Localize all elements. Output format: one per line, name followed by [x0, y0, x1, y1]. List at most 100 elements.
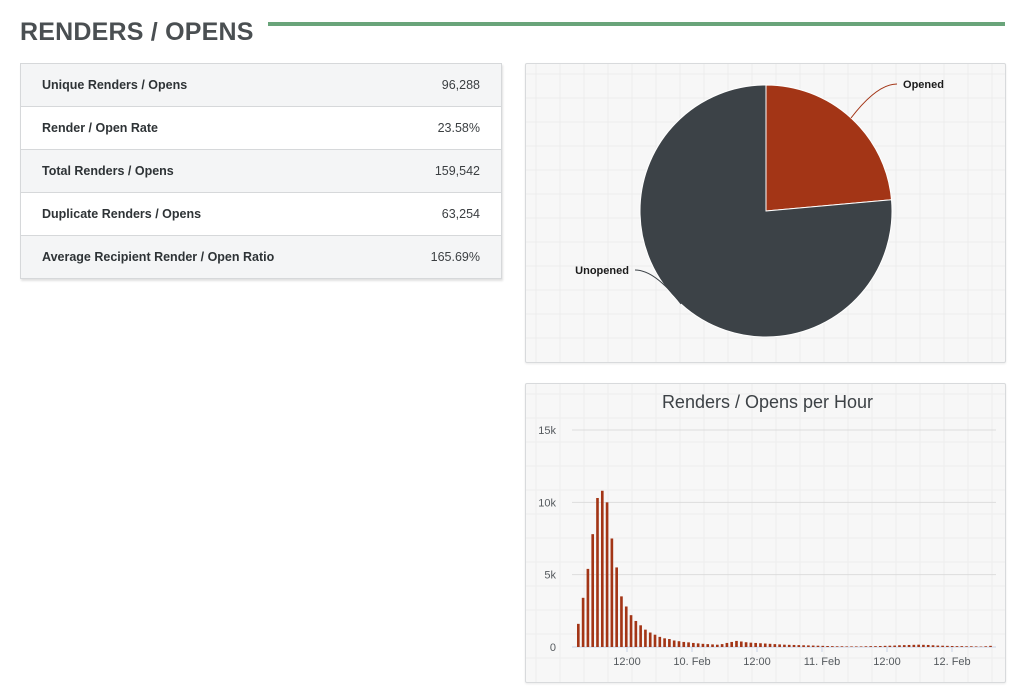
bar: [620, 596, 623, 647]
bar: [749, 642, 753, 647]
bar: [955, 646, 959, 647]
bar: [970, 646, 973, 647]
bar: [807, 645, 810, 647]
pie-connector-unopened: [634, 269, 682, 305]
bar: [984, 646, 988, 647]
stat-value: 23.58%: [437, 121, 480, 135]
bar: [835, 646, 839, 647]
y-tick-label: 5k: [544, 570, 556, 582]
stats-row-unique-renders: Unique Renders / Opens 96,288: [21, 64, 501, 107]
stat-label: Unique Renders / Opens: [42, 78, 188, 92]
y-tick-label: 15k: [538, 425, 556, 437]
bar: [716, 644, 719, 647]
stat-label: Render / Open Rate: [42, 121, 158, 135]
bar: [936, 645, 940, 647]
bar: [869, 646, 873, 647]
bar: [668, 639, 671, 647]
bar: [878, 645, 882, 647]
bar: [792, 644, 796, 647]
bar: [735, 640, 738, 647]
bar: [763, 643, 767, 647]
pie-chart: Opened Unopened: [526, 64, 1005, 362]
bar: [831, 646, 834, 647]
stat-label: Average Recipient Render / Open Ratio: [42, 250, 275, 264]
bar: [845, 646, 849, 647]
bar-chart-panel: Renders / Opens per Hour 0 5k 10k 15k 12:00…: [525, 383, 1006, 683]
bar: [720, 644, 724, 647]
bar: [797, 645, 801, 647]
bar: [730, 641, 734, 647]
bar: [941, 645, 944, 647]
bar: [989, 645, 992, 647]
bar: [850, 646, 853, 647]
bar: [648, 632, 652, 647]
bar: [672, 640, 676, 647]
chart-title: Renders / Opens per Hour: [662, 392, 873, 412]
stats-row-open-rate: Render / Open Rate 23.58%: [21, 107, 501, 150]
bar: [946, 645, 949, 647]
pie-slice-opened: [765, 84, 893, 212]
bar: [577, 623, 580, 647]
bar: [725, 642, 729, 647]
bar: [965, 646, 968, 647]
stat-label: Duplicate Renders / Opens: [42, 207, 202, 221]
bar: [816, 645, 820, 647]
bar: [802, 645, 805, 647]
bar: [960, 646, 964, 647]
bar: [917, 644, 920, 647]
bar: [677, 641, 681, 647]
y-tick-label: 0: [550, 642, 556, 654]
bar: [893, 645, 896, 647]
stats-table: Unique Renders / Opens 96,288 Render / O…: [20, 63, 502, 279]
bar: [701, 643, 705, 647]
pie-label-unopened: Unopened: [575, 265, 629, 277]
bar: [711, 644, 714, 647]
bar: [687, 642, 690, 647]
stat-value: 63,254: [441, 207, 480, 221]
bar: [874, 646, 877, 647]
bar: [600, 490, 604, 647]
x-tick-label: 12:00: [743, 656, 771, 668]
bar: [855, 646, 858, 647]
bar: [821, 645, 825, 647]
page-title: RENDERS / OPENS: [20, 17, 254, 46]
pie-slices: [639, 84, 893, 338]
bar: [653, 634, 657, 647]
x-tick-label: 12. Feb: [933, 656, 970, 668]
title-rule: [267, 22, 1005, 26]
bar: [615, 567, 618, 647]
x-axis-ticks: 12:00 10. Feb 12:00 11. Feb 12:00 12. Feb: [613, 647, 971, 668]
bar: [692, 642, 695, 647]
bar: [898, 645, 901, 647]
bar: [639, 625, 642, 647]
page-header: RENDERS / OPENS: [20, 14, 1005, 50]
pie-connector-opened: [850, 83, 898, 119]
pie-label-opened: Opened: [903, 79, 944, 91]
y-tick-label: 10k: [538, 497, 556, 509]
bar: [826, 645, 829, 647]
bar: [591, 534, 595, 647]
bar: [696, 643, 700, 647]
bar: [644, 629, 647, 647]
bar: [768, 643, 772, 647]
bar: [634, 620, 638, 647]
bar: [811, 645, 815, 647]
bar: [759, 643, 762, 647]
bar: [629, 615, 633, 647]
bar: [739, 641, 743, 647]
bar: [864, 646, 868, 647]
stat-label: Total Renders / Opens: [42, 164, 174, 178]
bar-chart: Renders / Opens per Hour 0 5k 10k 15k 12:00…: [526, 384, 1005, 682]
stats-row-average-ratio: Average Recipient Render / Open Ratio 16…: [21, 236, 501, 278]
bar: [581, 597, 585, 647]
bar: [787, 644, 791, 647]
bar: [663, 638, 666, 647]
bar: [950, 645, 954, 647]
pie-chart-panel: Opened Unopened: [525, 63, 1006, 363]
bar: [744, 642, 748, 647]
x-tick-label: 12:00: [873, 656, 901, 668]
bar: [888, 645, 892, 647]
bar-series: [577, 490, 992, 647]
bar: [912, 644, 916, 647]
bar: [783, 644, 786, 647]
